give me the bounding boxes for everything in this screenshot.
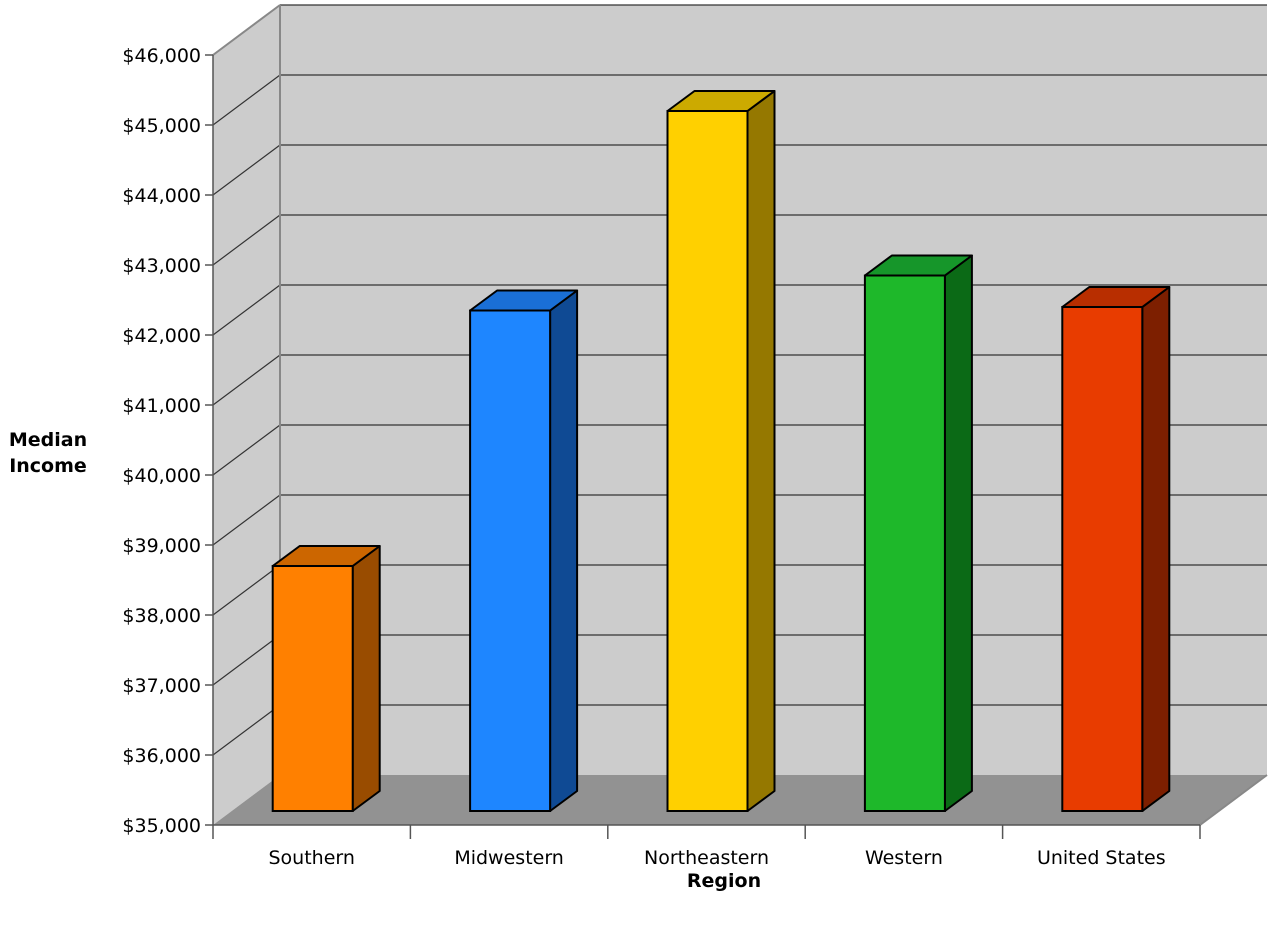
- bar-northeastern: [666, 90, 776, 812]
- bar-front: [863, 274, 946, 812]
- gridline-side: [212, 634, 281, 686]
- bar-united-states: [1061, 286, 1171, 812]
- bar-western: [863, 254, 973, 812]
- gridline-side: [212, 74, 281, 126]
- x-category-labels: Southern Midwestern Northeastern Western Uni…: [268, 847, 1165, 869]
- floor-right-edge: [1199, 774, 1268, 826]
- bar-side: [1141, 286, 1171, 812]
- bar-front: [1061, 306, 1144, 812]
- bar-front: [666, 110, 749, 812]
- y-tick-labels: $35,000 $36,000 $37,000 $38,000 $39,000 $40,0…: [122, 45, 201, 837]
- gridline-side: [212, 284, 281, 336]
- y-tick-label: $43,000: [122, 255, 201, 277]
- y-axis-title-line-1: Median: [9, 429, 87, 451]
- bar-front: [271, 565, 354, 812]
- y-tick-label: $46,000: [122, 45, 201, 67]
- bar-side: [943, 254, 973, 812]
- y-tick-label: $37,000: [122, 675, 201, 697]
- y-tick-label: $44,000: [122, 185, 201, 207]
- bar-side: [351, 545, 381, 812]
- bar-side: [549, 289, 579, 812]
- gridline-side: [212, 144, 281, 196]
- axes: [205, 54, 1201, 839]
- bar-midwestern: [469, 289, 579, 812]
- left-wall-top-edge: [212, 4, 281, 56]
- bar-side: [746, 90, 776, 812]
- left-wall: [213, 5, 280, 825]
- x-category-label: Southern: [268, 847, 354, 869]
- bar-front: [469, 309, 552, 812]
- bar-southern: [271, 545, 381, 812]
- y-tick-label: $36,000: [122, 745, 201, 767]
- bars: [271, 90, 1171, 812]
- x-category-label: United States: [1037, 847, 1166, 869]
- y-tick-label: $38,000: [122, 605, 201, 627]
- x-category-label: Northeastern: [644, 847, 769, 869]
- gridline-side: [212, 424, 281, 476]
- y-tick-label: $39,000: [122, 535, 201, 557]
- gridline-side: [212, 704, 281, 756]
- y-axis-title-line-2: Income: [9, 455, 87, 477]
- y-tick-label: $42,000: [122, 325, 201, 347]
- x-axis-title: Region: [687, 870, 761, 892]
- y-tick-label: $41,000: [122, 395, 201, 417]
- gridline-side: [212, 564, 281, 616]
- y-tick-label: $45,000: [122, 115, 201, 137]
- y-tick-label: $40,000: [122, 465, 201, 487]
- gridline-side: [212, 494, 281, 546]
- gridline-side: [212, 354, 281, 406]
- x-category-label: Western: [865, 847, 943, 869]
- gridline-side: [212, 214, 281, 266]
- y-tick-label: $35,000: [122, 815, 201, 837]
- x-category-label: Midwestern: [454, 847, 564, 869]
